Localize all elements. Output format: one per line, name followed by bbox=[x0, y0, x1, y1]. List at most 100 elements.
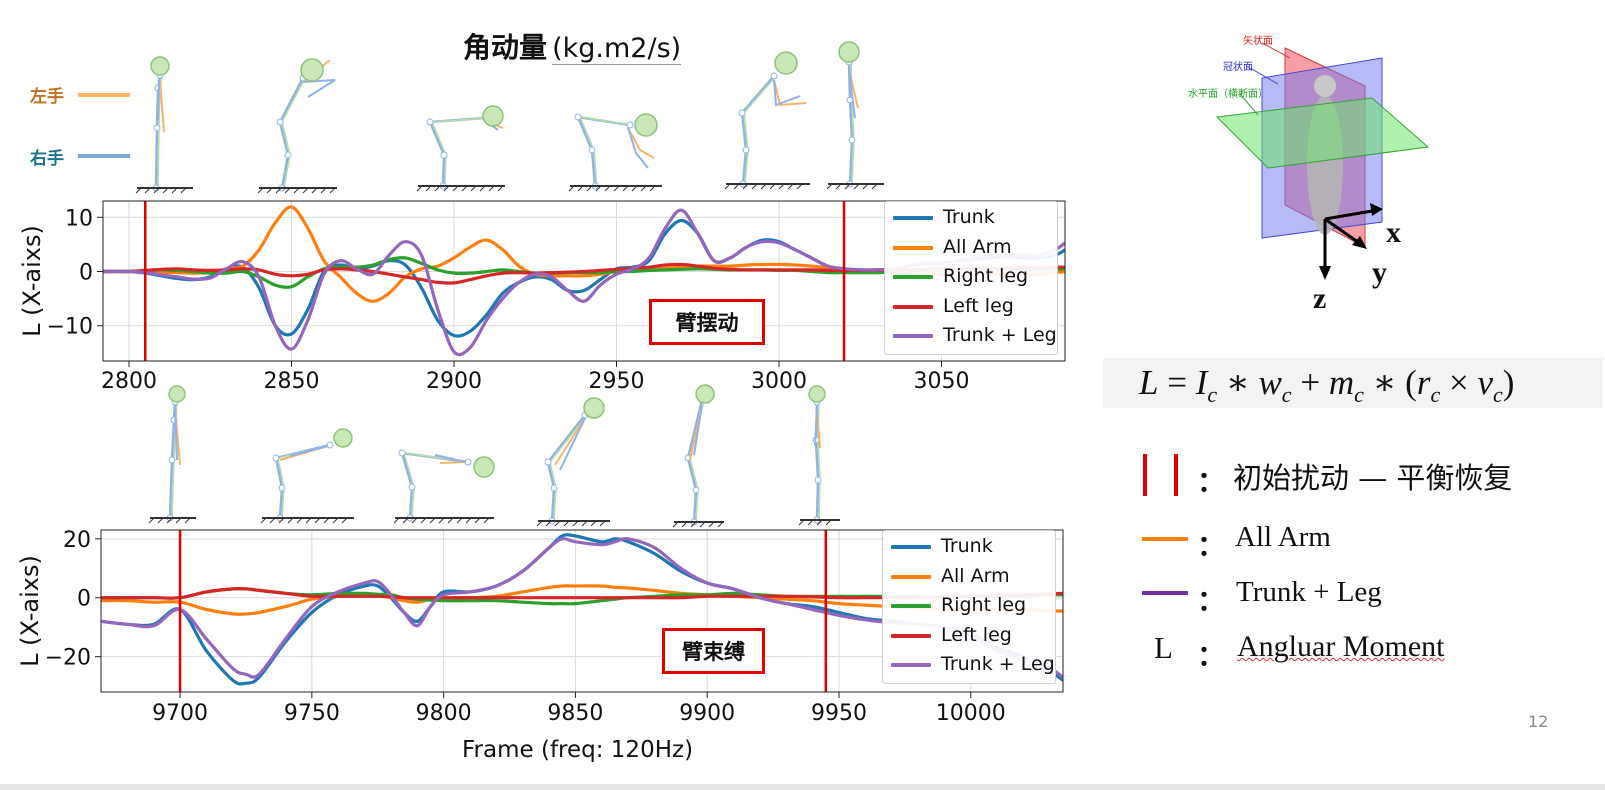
legend-vline-symbol bbox=[1174, 454, 1178, 496]
ground-hatch bbox=[302, 187, 309, 194]
legend-swatch bbox=[893, 304, 933, 309]
legend-item: Right leg bbox=[885, 262, 1057, 292]
ground-hatch bbox=[483, 517, 490, 524]
coronal-label: 冠状面 bbox=[1223, 62, 1253, 73]
ground-hatch bbox=[717, 521, 724, 528]
ground-hatch bbox=[599, 520, 606, 527]
x-tick-label: 9900 bbox=[679, 701, 735, 726]
arm-swing-tag: 臂摆动 bbox=[649, 299, 765, 345]
figure-arm bbox=[773, 79, 801, 107]
ground-hatch bbox=[497, 185, 504, 192]
figure-joint bbox=[168, 456, 176, 464]
ground-hatch bbox=[452, 185, 459, 192]
figure-joint bbox=[272, 454, 280, 462]
ground-hatch bbox=[266, 187, 273, 194]
legend-item-perturbation: 初始扰动 — 平衡恢复 bbox=[1233, 461, 1513, 495]
figure-joint bbox=[848, 136, 856, 144]
ground-hatch bbox=[796, 183, 803, 190]
ground-hatch bbox=[293, 187, 300, 194]
legend-colon: ： bbox=[1197, 639, 1226, 672]
formula-op: + bbox=[1291, 363, 1329, 402]
ground-hatch bbox=[807, 519, 814, 526]
legend-label: Trunk bbox=[943, 206, 995, 228]
y-tick-label: 20 bbox=[63, 528, 91, 553]
legend-label: Right leg bbox=[941, 594, 1027, 616]
ground-hatch bbox=[536, 520, 543, 527]
legend-item: Trunk + Leg bbox=[885, 321, 1057, 351]
y-axis-label: L (X-aixs) bbox=[18, 225, 46, 337]
ground-hatch bbox=[724, 183, 731, 190]
axis-x-arrow bbox=[1324, 208, 1379, 221]
formula-sub: c bbox=[1281, 382, 1292, 407]
legend-swatch bbox=[891, 633, 931, 638]
chart-title: 角动量 (kg.m2/s) bbox=[463, 26, 682, 66]
chart2-legend: Trunk All Arm Right leg Left leg Trunk + Leg bbox=[882, 530, 1056, 684]
figure-joint bbox=[544, 458, 552, 466]
figure-joint bbox=[588, 146, 596, 154]
formula-op: ∗ bbox=[1217, 363, 1259, 402]
formula-sub: c bbox=[1430, 382, 1441, 407]
coronal-leader bbox=[1249, 67, 1279, 85]
ground-hatch bbox=[153, 187, 160, 194]
ground-hatch bbox=[681, 521, 688, 528]
ground-hatch bbox=[816, 519, 823, 526]
formula-v: v bbox=[1477, 363, 1493, 402]
figure-body bbox=[740, 75, 775, 185]
page-number: 12 bbox=[1528, 712, 1549, 731]
ground-hatch bbox=[434, 185, 441, 192]
figure-body bbox=[575, 115, 631, 187]
ground-hatch bbox=[465, 517, 472, 524]
figure-arm bbox=[814, 409, 818, 447]
legend-arm-line bbox=[1142, 537, 1188, 541]
ground-hatch bbox=[798, 519, 805, 526]
axis-y-arrowhead bbox=[1352, 236, 1367, 249]
y-tick-label: −10 bbox=[47, 315, 93, 340]
formula-m: m bbox=[1328, 363, 1355, 402]
ground-hatch bbox=[640, 185, 647, 192]
ground-hatch bbox=[545, 520, 552, 527]
legend-colon: ： bbox=[1197, 465, 1226, 498]
right-hand-line bbox=[78, 154, 130, 158]
ground-hatch bbox=[284, 187, 291, 194]
x-tick-label: 2850 bbox=[264, 369, 320, 394]
legend-swatch bbox=[891, 663, 931, 667]
figure-body-shadow bbox=[171, 401, 178, 519]
formula-box: L = Ic ∗ wc + mc ∗ (rc × vc) bbox=[1103, 358, 1603, 408]
formula-op: ∗ ( bbox=[1363, 363, 1417, 402]
figure-body-shadow bbox=[549, 414, 588, 522]
legend-swatch bbox=[893, 334, 933, 338]
y-tick-label: 0 bbox=[79, 261, 93, 286]
figure-head bbox=[168, 385, 186, 403]
ground-hatch bbox=[631, 185, 638, 192]
legend-item: Left leg bbox=[885, 292, 1057, 322]
ground-hatch bbox=[148, 517, 155, 524]
ground-hatch bbox=[488, 185, 495, 192]
figure-body-shadow bbox=[402, 452, 471, 519]
figure-arm bbox=[302, 79, 336, 98]
formula-sub: c bbox=[1493, 382, 1503, 407]
figure-joint bbox=[626, 121, 634, 129]
figure-head bbox=[300, 58, 324, 82]
legend-item: Trunk bbox=[885, 203, 1057, 233]
horizontal-label: 水平面（横断面） bbox=[1188, 89, 1268, 100]
ground-hatch bbox=[699, 521, 706, 528]
ground-hatch bbox=[825, 519, 832, 526]
ground-hatch bbox=[171, 187, 178, 194]
ground-hatch bbox=[269, 517, 276, 524]
y-axis-label: L (X-aixs) bbox=[16, 555, 44, 667]
legend-vline-symbol bbox=[1143, 454, 1147, 496]
plot-frame bbox=[100, 529, 1064, 693]
slide-bottom-bar bbox=[0, 784, 1605, 790]
legend-item-all-arm: All Arm bbox=[1235, 521, 1331, 553]
ground-hatch bbox=[672, 521, 679, 528]
ground-hatch bbox=[257, 187, 264, 194]
figure-head bbox=[808, 385, 826, 403]
figure-head bbox=[583, 397, 605, 419]
ground-hatch bbox=[287, 517, 294, 524]
ground-hatch bbox=[595, 185, 602, 192]
ground-hatch bbox=[563, 520, 570, 527]
plot-frame bbox=[102, 200, 1066, 362]
formula-I: I bbox=[1195, 363, 1208, 402]
x-tick-label: 2900 bbox=[426, 369, 482, 394]
ground-hatch bbox=[778, 183, 785, 190]
